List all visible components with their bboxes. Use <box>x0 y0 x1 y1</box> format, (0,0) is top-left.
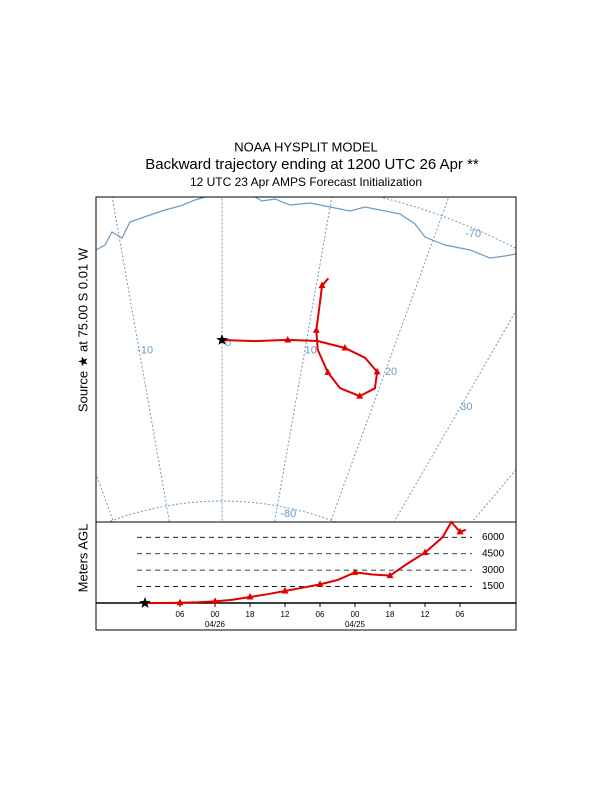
trajectory-marker <box>324 368 332 375</box>
height-marker <box>386 571 394 579</box>
trajectory-marker <box>356 392 364 399</box>
lat-label: -70 <box>465 228 481 240</box>
lon-label: -10 <box>137 344 153 356</box>
meridian <box>329 197 450 522</box>
height-marker <box>421 548 429 556</box>
x-tick-label: 00 <box>211 610 220 619</box>
lon-label: 10 <box>305 344 317 356</box>
x-tick-label: 00 <box>351 610 360 619</box>
y-tick-label: 1500 <box>482 581 505 592</box>
trajectory-marker <box>284 335 292 343</box>
subtitle: 12 UTC 23 Apr AMPS Forecast Initializati… <box>190 175 422 189</box>
trajectory-marker <box>312 326 320 333</box>
height-marker <box>246 592 254 600</box>
lon-label: 30 <box>460 401 472 413</box>
x-tick-label: 06 <box>316 610 325 619</box>
model-name: NOAA HYSPLIT MODEL <box>234 139 378 154</box>
height-marker <box>456 527 464 535</box>
height-marker <box>351 568 359 575</box>
meridian <box>393 309 516 522</box>
x-tick-label: 06 <box>456 610 465 619</box>
meridian <box>320 192 612 738</box>
height-source-star <box>139 597 151 608</box>
source-label: Source ★ at 75.00 S 0.01 W <box>75 247 90 412</box>
parallel <box>378 197 516 249</box>
x-tick-label: 12 <box>281 610 290 619</box>
parallel <box>106 500 338 522</box>
y-tick-label: 4500 <box>482 548 505 559</box>
height-marker <box>281 586 289 594</box>
meridian <box>111 197 170 522</box>
trajectory-marker <box>341 343 349 351</box>
height-marker <box>211 597 219 604</box>
x-tick-label: 18 <box>386 610 395 619</box>
map-frame <box>95 196 517 523</box>
y-tick-label: 3000 <box>482 565 505 576</box>
meridian <box>274 197 333 522</box>
height-frame <box>95 521 517 631</box>
title: Backward trajectory ending at 1200 UTC 2… <box>145 156 479 173</box>
lon-label: 20 <box>385 366 397 378</box>
height-marker <box>316 580 324 587</box>
coastline <box>96 197 516 259</box>
x-tick-label: 12 <box>421 610 430 619</box>
y-axis-label: Meters AGL <box>75 524 90 593</box>
lon-label: 40 <box>528 449 540 461</box>
height-line <box>145 520 467 604</box>
x-tick-label: 18 <box>246 610 255 619</box>
trajectory <box>221 277 379 398</box>
lat-label: -80 <box>280 508 296 520</box>
y-tick-label: 6000 <box>482 532 505 543</box>
date-label: 04/26 <box>205 620 226 629</box>
date-label: 04/25 <box>345 620 366 629</box>
trajectory-marker <box>373 367 381 375</box>
trajectory-marker <box>318 281 326 289</box>
x-tick-label: 06 <box>176 610 185 619</box>
lon-label: 0 <box>225 337 231 349</box>
source-star <box>216 334 228 345</box>
height-marker <box>176 598 184 606</box>
